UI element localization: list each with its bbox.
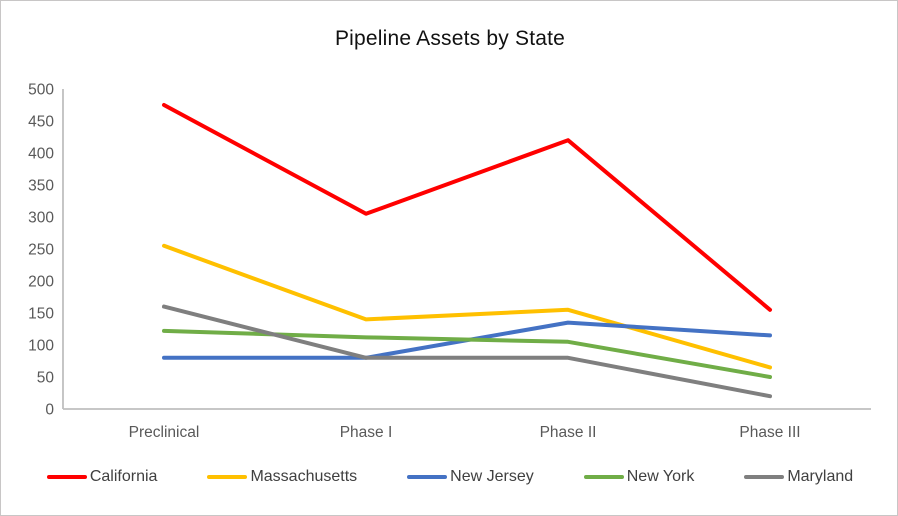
legend-item-new-york: New York [583, 468, 695, 486]
line-chart-plot: 0 50 100 150 200 250 300 350 400 450 500 Preclinica… [28, 81, 871, 441]
y-tick-label: 400 [28, 145, 54, 162]
y-tick-label: 350 [28, 177, 54, 194]
x-category-label: Preclinical [129, 424, 200, 441]
y-tick-label: 150 [28, 305, 54, 322]
legend-line-swatch-maryland [744, 474, 785, 480]
y-tick-label: 500 [28, 81, 54, 98]
legend-item-massachusetts: Massachusetts [207, 468, 357, 486]
legend-label-new-york: New York [626, 468, 695, 485]
legend-item-new-jersey: New Jersey [407, 468, 534, 486]
x-category-label: Phase II [540, 424, 597, 441]
legend-label-massachusetts: Massachusetts [250, 468, 358, 485]
legend-label-new-jersey: New Jersey [450, 468, 534, 485]
x-category-label: Phase I [340, 424, 393, 441]
chart-legend: California Massachusetts New Jersey New Yor… [1, 468, 897, 486]
legend-line-swatch-new-jersey [407, 474, 448, 480]
y-tick-label: 0 [45, 401, 54, 418]
legend-item-california: California [46, 468, 158, 486]
legend-label-california: California [89, 468, 158, 485]
legend-line-swatch-massachusetts [207, 474, 248, 480]
legend-item-maryland: Maryland [744, 468, 853, 486]
series-line-massachusetts [162, 243, 772, 370]
series-line-new-york [162, 328, 772, 379]
y-tick-label: 100 [28, 337, 54, 354]
chart-title: Pipeline Assets by State [334, 27, 566, 50]
legend-line-swatch-new-york [583, 474, 624, 480]
y-tick-label: 50 [37, 369, 55, 386]
y-tick-label: 200 [28, 273, 54, 290]
y-tick-label: 250 [28, 241, 54, 258]
x-category-label: Phase III [739, 424, 800, 441]
y-tick-label: 300 [28, 209, 54, 226]
series-line-maryland [162, 304, 772, 399]
legend-label-maryland: Maryland [787, 468, 854, 485]
y-tick-label: 450 [28, 113, 54, 130]
legend-line-swatch-california [46, 474, 87, 480]
series-line-california [162, 103, 772, 312]
